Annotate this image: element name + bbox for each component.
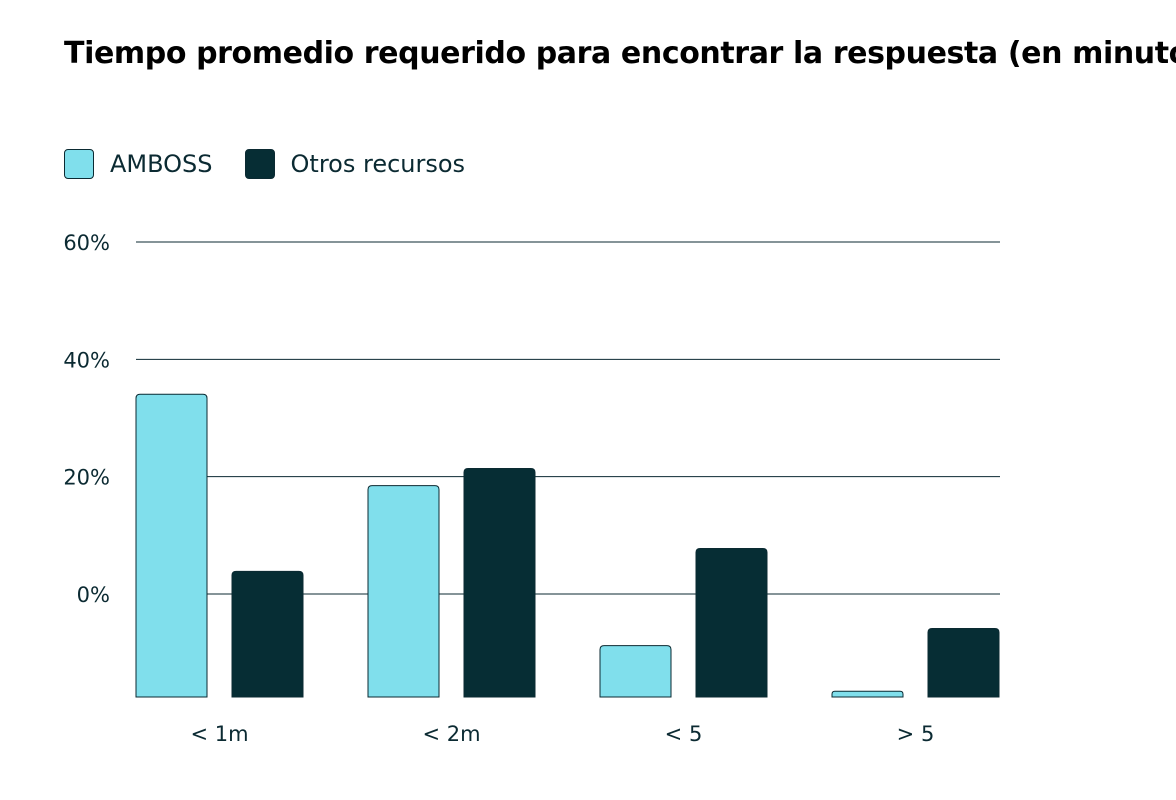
- bar-amboss-0: [135, 393, 208, 698]
- bar-amboss-1: [367, 485, 440, 698]
- chart-legend: AMBOSS Otros recursos: [64, 149, 497, 179]
- legend-label-amboss: AMBOSS: [110, 150, 213, 178]
- legend-label-otros: Otros recursos: [290, 150, 466, 178]
- x-tick-label: < 2m: [422, 722, 480, 746]
- bar-amboss-3: [831, 690, 904, 698]
- x-tick-label: < 1m: [190, 722, 248, 746]
- chart-title: Tiempo promedio requerido para encontrar…: [64, 36, 1176, 71]
- legend-item-amboss: AMBOSS: [64, 149, 213, 179]
- bar-otros-2: [695, 548, 768, 698]
- x-tick-label: > 5: [897, 722, 935, 746]
- legend-swatch-otros: [244, 149, 275, 179]
- y-tick-label: 20%: [63, 466, 110, 490]
- bar-amboss-2: [599, 645, 672, 698]
- legend-item-otros: Otros recursos: [244, 149, 466, 179]
- bar-otros-3: [927, 627, 1000, 698]
- y-tick-label: 0%: [77, 583, 110, 607]
- y-tick-label: 60%: [63, 231, 110, 255]
- legend-swatch-amboss: [64, 149, 94, 179]
- y-tick-label: 40%: [63, 348, 110, 372]
- bar-otros-1: [463, 468, 536, 698]
- x-tick-label: < 5: [665, 722, 703, 746]
- bar-otros-0: [231, 570, 304, 698]
